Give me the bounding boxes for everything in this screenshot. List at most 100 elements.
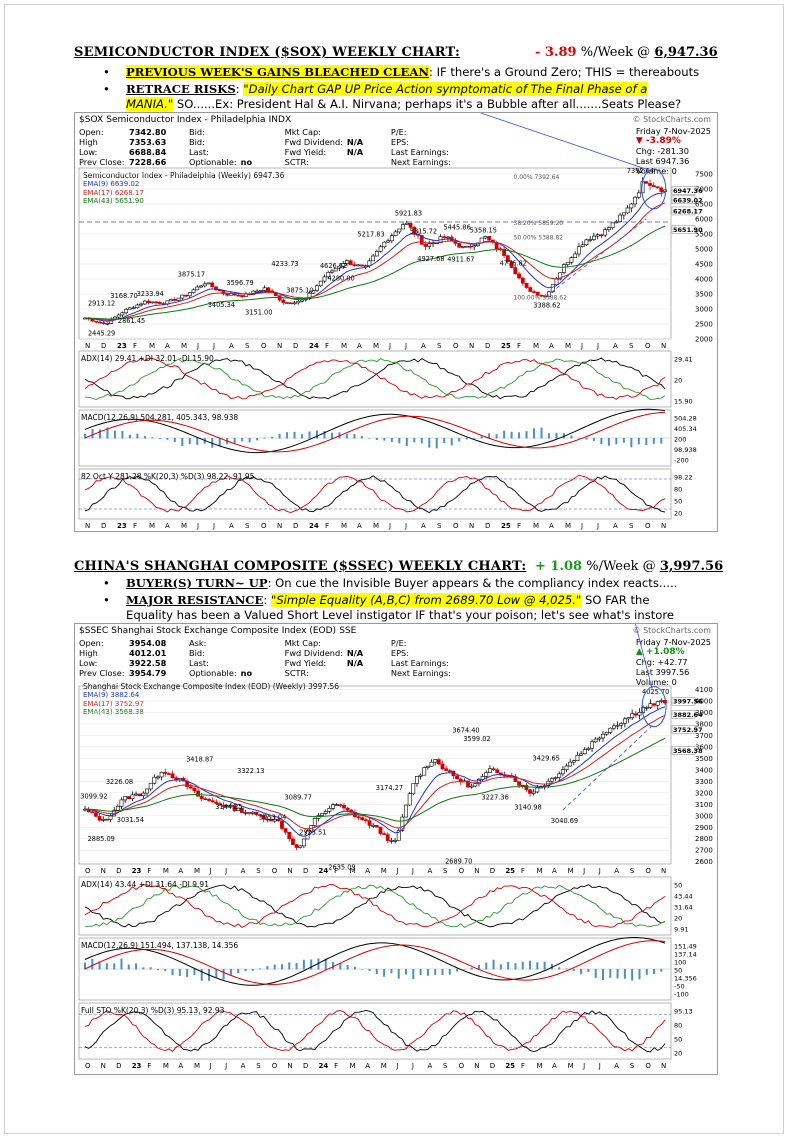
ssec-macd-hist-bar bbox=[660, 969, 663, 972]
ssec-candle bbox=[225, 805, 230, 807]
sox-edge-box bbox=[671, 195, 696, 205]
ssec-xtick: J bbox=[224, 867, 227, 875]
ssec-macd-hist-bar bbox=[186, 969, 189, 978]
ssec-candle bbox=[608, 727, 613, 733]
sox-candle bbox=[210, 282, 215, 288]
sox-candle bbox=[345, 260, 349, 264]
sox-xtick: A bbox=[613, 342, 618, 350]
ssec-candle bbox=[488, 768, 492, 773]
ssec-candle bbox=[272, 819, 277, 822]
sox-bottom-xtick: D bbox=[293, 522, 298, 530]
sox-ytick: 4000 bbox=[695, 276, 713, 284]
sox-ytick: 5000 bbox=[695, 246, 713, 254]
sox-edge-label: 6947.36 bbox=[673, 187, 703, 195]
ssec-candle bbox=[236, 807, 241, 811]
sox-edge-box bbox=[671, 225, 696, 234]
sox-price-label: 3151.00 bbox=[245, 308, 272, 316]
sox-candle bbox=[636, 192, 641, 198]
sox-price-label: 5315.72 bbox=[410, 228, 437, 236]
ssec-adx-label: ADX(14) 43.44 +DI 31.64 -DI 9.91 bbox=[81, 880, 209, 889]
sox-xtick: M bbox=[149, 342, 155, 350]
ssec-candle bbox=[104, 818, 109, 821]
sox-candle bbox=[142, 300, 147, 305]
ssec-macd-hist-bar bbox=[324, 958, 327, 970]
ssec-bottom-xtick: N bbox=[474, 1062, 479, 1070]
ssec-price-label: 3089.77 bbox=[285, 793, 312, 801]
sox-price-label: 5921.83 bbox=[395, 209, 422, 217]
ssec-macd-hist-bar bbox=[550, 963, 553, 970]
sox-bottom-xtick: O bbox=[645, 522, 651, 530]
sox-sto-line bbox=[84, 475, 666, 514]
ssec-xtick: A bbox=[365, 867, 370, 875]
ssec-macd-hist-bar bbox=[499, 964, 502, 970]
sox-candle bbox=[513, 267, 518, 275]
sox-edge-label: 5651.90 bbox=[673, 226, 703, 234]
sox-candle bbox=[352, 264, 357, 266]
ssec-edge-label: 3882.64 bbox=[673, 711, 703, 719]
ssec-macd-hist-bar bbox=[492, 959, 495, 970]
ssec-macd-hist-bar bbox=[229, 969, 232, 975]
ssec-ytick: 4100 bbox=[695, 686, 713, 694]
sox-candle bbox=[446, 236, 450, 239]
sox-macd-hist-bar bbox=[330, 432, 333, 439]
ssec-macd-line bbox=[84, 937, 666, 986]
sox-candle bbox=[258, 290, 263, 292]
sox-price-label: 2861.45 bbox=[118, 317, 145, 325]
sox-candle bbox=[603, 229, 608, 236]
sox-bullet-2-cont: MANIA." SO......Ex: President Hal & A.I.… bbox=[74, 97, 699, 112]
sox-candle bbox=[539, 294, 544, 297]
ssec-xtick: 25 bbox=[505, 867, 515, 875]
sox-macd-hist-bar bbox=[465, 438, 468, 440]
sox-candle bbox=[427, 243, 432, 247]
ssec-candle bbox=[433, 759, 438, 763]
sox-bottom-xtick: S bbox=[437, 522, 442, 530]
ssec-price-label: 2923.51 bbox=[299, 829, 326, 837]
sox-macd-hist-bar bbox=[173, 438, 176, 442]
sox-macd-hist-bar bbox=[503, 430, 506, 439]
ssec-macd-hist-bar bbox=[448, 969, 451, 975]
sox-candle bbox=[659, 187, 664, 192]
ssec-candle bbox=[166, 773, 171, 775]
sox-heading: SEMICONDUCTOR INDEX ($SOX) WEEKLY CHART: bbox=[74, 45, 460, 60]
ssec-bullet-2-title: MAJOR RESISTANCE bbox=[126, 593, 264, 607]
ssec-macd-label: MACD(12,26,9) 151.494, 137.138, 14.356 bbox=[81, 941, 239, 950]
sox-macd-hist-bar bbox=[181, 438, 184, 446]
ssec-macd-hist-bar bbox=[98, 961, 101, 970]
ssec-macd-hist-bar bbox=[405, 969, 408, 975]
sox-bottom-xtick: J bbox=[388, 522, 391, 530]
ssec-candle bbox=[517, 781, 521, 786]
sox-bottom-xtick: 25 bbox=[501, 522, 511, 530]
ssec-candle bbox=[440, 763, 445, 769]
sox-bottom-xtick: S bbox=[629, 522, 634, 530]
sox-sto-tick: 50 bbox=[674, 498, 682, 506]
ssec-xtick: A bbox=[552, 867, 557, 875]
ssec-candle bbox=[283, 828, 288, 833]
ssec-edge-box bbox=[671, 725, 696, 734]
sox-macd-hist-bar bbox=[218, 438, 221, 446]
ssec-xtick: D bbox=[303, 867, 308, 875]
sox-candle bbox=[105, 323, 110, 325]
ssec-candle bbox=[90, 811, 95, 814]
sox-price-label: 4776.82 bbox=[500, 260, 527, 268]
ssec-candle bbox=[338, 804, 343, 806]
ssec-macd-hist-bar bbox=[127, 964, 130, 970]
sox-macd-hist-bar bbox=[585, 438, 588, 440]
ssec-macd-hist-bar bbox=[638, 969, 641, 980]
sox-bottom-xtick: M bbox=[533, 522, 539, 530]
ssec-macd-hist-bar bbox=[558, 967, 561, 970]
ssec-macd-hist-bar bbox=[295, 963, 298, 970]
ssec-candle bbox=[258, 814, 262, 816]
sox-price-label: 4626.52 bbox=[320, 262, 347, 270]
ssec-bottom-xtick: A bbox=[614, 1062, 619, 1070]
sox-macd-line bbox=[84, 408, 666, 454]
ssec-bullet-1-title: BUYER(S) TURN~ UP bbox=[126, 576, 268, 590]
sox-bullet-2-quote2: MANIA." bbox=[126, 97, 174, 111]
ssec-ytick: 3100 bbox=[695, 801, 713, 809]
ssec-xtick: N bbox=[661, 867, 666, 875]
ssec-macd-hist-bar bbox=[441, 969, 444, 976]
ssec-candle bbox=[342, 805, 346, 809]
ssec-candle bbox=[637, 712, 642, 716]
ssec-candle bbox=[229, 805, 233, 807]
sox-price-label: 5217.83 bbox=[357, 230, 384, 238]
sox-candle bbox=[389, 235, 394, 242]
